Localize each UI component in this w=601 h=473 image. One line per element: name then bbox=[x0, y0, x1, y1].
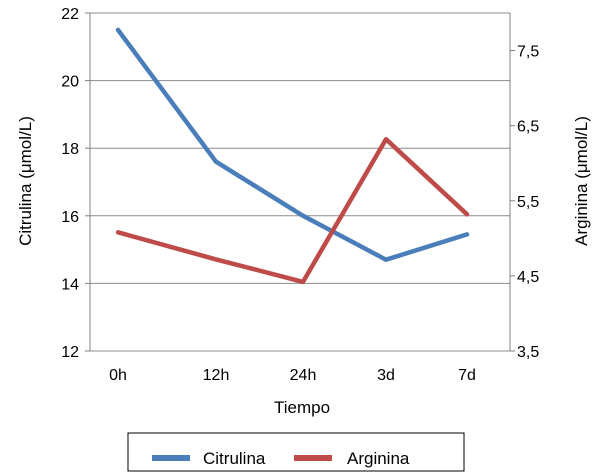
legend-box bbox=[128, 433, 464, 471]
x-axis-ticks: 0h 12h 24h 3d 7d bbox=[109, 367, 476, 384]
left-tick-label: 18 bbox=[61, 141, 79, 158]
series-lines bbox=[118, 30, 467, 282]
left-tick-label: 16 bbox=[61, 209, 79, 226]
left-tick-label: 14 bbox=[61, 276, 79, 293]
legend-label-arginina: Arginina bbox=[347, 449, 410, 468]
right-tick-label: 5,5 bbox=[517, 194, 539, 211]
y-axis-right-title: Arginina (μmol/L) bbox=[572, 116, 591, 246]
x-tick-label: 7d bbox=[458, 367, 476, 384]
left-axis-ticks: 12 14 16 18 20 22 bbox=[61, 6, 90, 361]
left-tick-label: 20 bbox=[61, 74, 79, 91]
x-tick-label: 24h bbox=[290, 367, 317, 384]
left-tick-label: 22 bbox=[61, 6, 79, 23]
left-tick-label: 12 bbox=[61, 344, 79, 361]
legend-label-citrulina: Citrulina bbox=[203, 449, 266, 468]
x-tick-label: 12h bbox=[203, 367, 230, 384]
gridlines bbox=[90, 13, 510, 351]
legend: Citrulina Arginina bbox=[128, 433, 464, 471]
right-tick-label: 4,5 bbox=[517, 269, 539, 286]
right-tick-label: 7,5 bbox=[517, 44, 539, 61]
x-tick-label: 0h bbox=[109, 367, 127, 384]
right-tick-label: 3,5 bbox=[517, 344, 539, 361]
x-axis-title: Tiempo bbox=[274, 398, 330, 417]
y-axis-left-title: Citrulina (μmol/L) bbox=[16, 116, 35, 246]
right-axis-ticks: 3,5 4,5 5,5 6,5 7,5 bbox=[510, 44, 539, 361]
x-tick-label: 3d bbox=[377, 367, 395, 384]
right-tick-label: 6,5 bbox=[517, 119, 539, 136]
series-line-citrulina bbox=[118, 30, 467, 260]
